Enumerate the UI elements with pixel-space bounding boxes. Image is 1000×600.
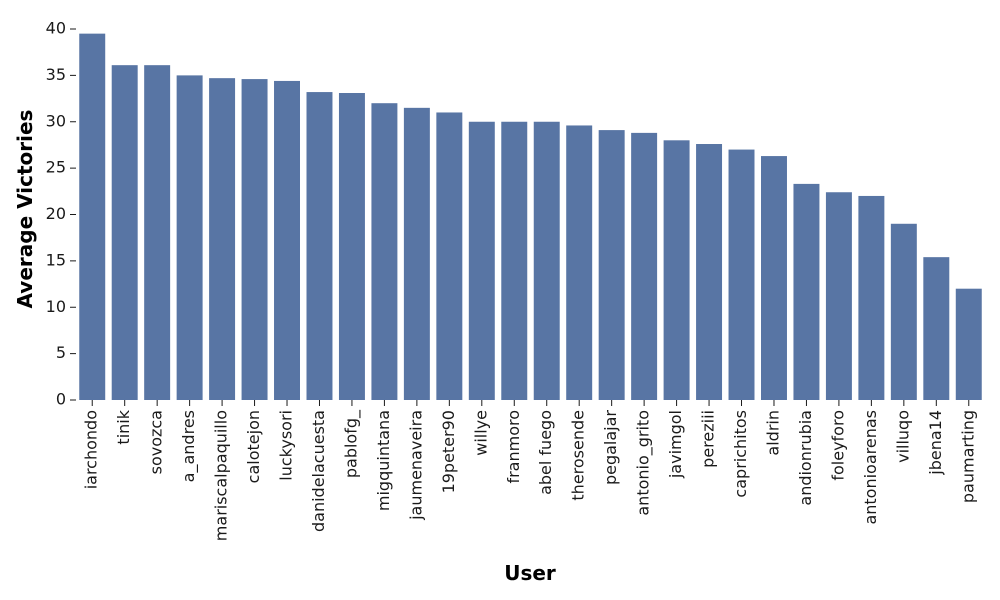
x-tick-label: jaumenaveira	[406, 410, 425, 521]
x-tick-label: tinik	[114, 409, 133, 444]
bar-1	[111, 65, 138, 401]
x-tick-label: pereziii	[699, 410, 718, 468]
bar-17	[631, 132, 658, 400]
x-tick-label: franmoro	[504, 410, 523, 484]
x-tick-label: antonio_grito	[634, 410, 654, 516]
y-tick-label: 15	[46, 250, 66, 269]
x-tick-label: jbena14	[926, 410, 945, 476]
bar-4	[209, 78, 236, 400]
bar-5	[241, 79, 268, 400]
bar-12	[468, 121, 495, 400]
bar-22	[793, 183, 820, 400]
bar-23	[825, 192, 852, 400]
y-tick-label: 30	[46, 111, 66, 130]
x-tick-label: pegalajar	[601, 410, 620, 485]
x-tick-label: 19peter90	[439, 410, 458, 493]
x-tick-label: caprichitos	[731, 410, 750, 498]
bar-16	[598, 130, 625, 400]
x-tick-label: therosende	[569, 410, 588, 501]
bar-21	[761, 156, 787, 400]
x-tick-label: aldrin	[763, 410, 782, 456]
x-tick-label: calotejon	[244, 410, 263, 483]
bar-9	[371, 103, 398, 400]
x-tick-label: a_andres	[179, 410, 199, 482]
y-tick-label: 0	[56, 390, 66, 409]
x-tick-label: villuqo	[893, 410, 912, 463]
y-tick-label: 20	[46, 204, 66, 223]
y-axis-title: Average Victories	[13, 110, 37, 309]
y-axis: 0 5 10 15 20 25 30 35 40	[46, 19, 76, 409]
y-tick-label: 25	[46, 158, 66, 177]
x-tick-label: abel fuego	[536, 410, 555, 495]
x-tick-label: foleyforo	[828, 410, 847, 481]
bar-27	[955, 288, 982, 400]
x-tick-label: andionrubia	[796, 410, 815, 506]
bar-20	[728, 149, 755, 400]
bar-15	[566, 125, 593, 401]
y-tick-label: 10	[46, 297, 66, 316]
x-tick-label: pablofg_	[341, 409, 361, 478]
bar-8	[338, 93, 365, 400]
x-tick-label: sovozca	[147, 410, 166, 474]
x-tick-label: mariscalpaquillo	[212, 410, 231, 541]
bars-group	[79, 33, 982, 401]
x-axis: iarchondo tinik sovozca a_andres mariscalpaq…	[82, 400, 977, 541]
x-tick-label: luckysori	[277, 410, 296, 481]
bar-19	[696, 144, 723, 400]
x-tick-label: willye	[471, 410, 490, 456]
x-tick-label: danidelacuesta	[309, 410, 328, 532]
bar-25	[890, 223, 917, 400]
x-tick-label: paumarting	[958, 410, 977, 503]
bar-10	[403, 107, 430, 400]
bar-7	[306, 92, 333, 400]
y-tick-label: 5	[56, 343, 66, 362]
bar-3	[176, 75, 203, 401]
bar-13	[501, 121, 528, 400]
x-tick-label: migquintana	[374, 410, 393, 511]
x-axis-title: User	[504, 561, 556, 585]
y-tick-label: 40	[46, 19, 66, 38]
x-tick-label: javimgol	[666, 410, 685, 479]
bar-11	[436, 112, 463, 400]
bar-18	[663, 140, 690, 401]
bar-14	[533, 121, 560, 400]
x-tick-label: antonioarenas	[861, 410, 880, 525]
bar-26	[923, 257, 950, 400]
bar-2	[144, 65, 171, 401]
bar-24	[858, 195, 885, 400]
bar-6	[274, 80, 300, 400]
x-tick-label: iarchondo	[82, 410, 101, 489]
y-tick-label: 35	[46, 65, 66, 84]
bar-0	[79, 33, 106, 400]
